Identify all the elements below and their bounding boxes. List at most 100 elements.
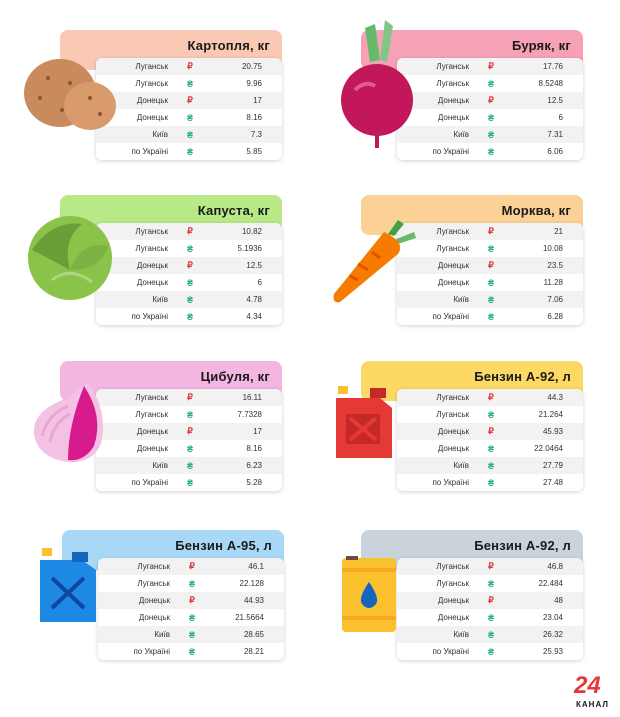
price-value: 28.65 <box>243 630 264 639</box>
oil-barrel-icon <box>342 556 396 632</box>
city-label: Донецьк <box>136 278 168 287</box>
table-row: по Україні ₴ 27.48 <box>397 474 583 491</box>
hryvnia-icon: ₴ <box>487 146 494 157</box>
table-row: Луганськ ₽21 <box>397 223 583 240</box>
card-cabbage: Капуста, кг Луганськ ₽10.82 Луганськ ₴ 5.193… <box>60 195 282 335</box>
hryvnia-icon: ₴ <box>487 612 494 623</box>
city-label: Луганськ <box>436 79 469 88</box>
hryvnia-icon: ₴ <box>188 578 195 589</box>
hryvnia-icon: ₴ <box>487 311 494 322</box>
hryvnia-icon: ₴ <box>487 243 494 254</box>
city-label: Луганськ <box>436 410 469 419</box>
hryvnia-icon: ₴ <box>487 477 494 488</box>
table-row: по Україні ₴ 6.28 <box>397 308 583 325</box>
city-label: Луганськ <box>436 62 469 71</box>
city-label: Київ <box>453 461 469 470</box>
table-row: Луганськ ₴ 21.264 <box>397 406 583 423</box>
card-beet: Буряк, кг Луганськ ₽17.76 Луганськ ₴ 8.5248 Д… <box>361 30 583 170</box>
table-row: Луганськ ₴ 5.1936 <box>96 240 282 257</box>
table-row: Луганськ ₽17.76 <box>397 58 583 75</box>
ruble-icon: ₽ <box>187 61 193 71</box>
city-label: Донецьк <box>138 596 170 605</box>
hryvnia-icon: ₴ <box>186 294 193 305</box>
price-table: Луганськ ₽17.76 Луганськ ₴ 8.5248 Донецьк ₽12.… <box>397 58 583 160</box>
table-row: Київ ₴ 4.78 <box>96 291 282 308</box>
price-value: 17.76 <box>542 62 563 71</box>
table-row: Луганськ ₴ 9.96 <box>96 75 282 92</box>
city-label: Київ <box>453 130 469 139</box>
price-value: 6 <box>257 278 262 287</box>
city-label: Донецьк <box>136 96 168 105</box>
table-row: Луганськ ₴ 7.7328 <box>96 406 282 423</box>
price-value: 21 <box>554 227 563 236</box>
table-row: Донецьк ₽45.93 <box>397 423 583 440</box>
price-value: 26.32 <box>542 630 563 639</box>
table-row: Донецьк ₽17 <box>96 92 282 109</box>
table-row: по Україні ₴ 5.85 <box>96 143 282 160</box>
hryvnia-icon: ₴ <box>186 477 193 488</box>
price-value: 6 <box>558 113 563 122</box>
city-label: Луганськ <box>135 62 168 71</box>
price-value: 11.28 <box>543 278 563 287</box>
city-label: Луганськ <box>135 79 168 88</box>
city-label: Донецьк <box>437 596 469 605</box>
table-row: Київ ₴ 26.32 <box>397 626 583 643</box>
city-label: Донецьк <box>437 96 469 105</box>
price-table: Луганськ ₽16.11 Луганськ ₴ 7.7328 Донецьк ₽17 Д… <box>96 389 282 491</box>
ruble-icon: ₽ <box>187 260 193 270</box>
hryvnia-icon: ₴ <box>186 460 193 471</box>
logo-text: КАНАЛ <box>576 700 609 709</box>
price-value: 22.128 <box>239 579 264 588</box>
price-table: Луганськ ₽46.1 Луганськ ₴ 22.128 Донецьк ₽44.9… <box>98 558 284 660</box>
price-value: 27.48 <box>542 478 563 487</box>
city-label: Київ <box>152 461 168 470</box>
hryvnia-icon: ₴ <box>487 629 494 640</box>
price-value: 8.16 <box>246 113 262 122</box>
city-label: по Україні <box>133 647 170 656</box>
table-row: Луганськ ₴ 10.08 <box>397 240 583 257</box>
fuel-canister-icon <box>336 386 392 458</box>
hryvnia-icon: ₴ <box>186 146 193 157</box>
table-row: Донецьк ₴ 21.5664 <box>98 609 284 626</box>
city-label: Донецьк <box>437 613 469 622</box>
table-row: по Україні ₴ 4.34 <box>96 308 282 325</box>
hryvnia-icon: ₴ <box>487 409 494 420</box>
hryvnia-icon: ₴ <box>186 78 193 89</box>
table-row: Київ ₴ 6.23 <box>96 457 282 474</box>
hryvnia-icon: ₴ <box>188 629 195 640</box>
hryvnia-icon: ₴ <box>487 129 494 140</box>
hryvnia-icon: ₴ <box>487 294 494 305</box>
table-row: по Україні ₴ 5.28 <box>96 474 282 491</box>
city-label: Луганськ <box>135 410 168 419</box>
price-value: 6.28 <box>547 312 563 321</box>
city-label: Донецьк <box>136 261 168 270</box>
price-value: 22.484 <box>538 579 563 588</box>
table-row: Донецьк ₴ 6 <box>397 109 583 126</box>
city-label: Луганськ <box>137 579 170 588</box>
city-label: по Україні <box>432 647 469 656</box>
ruble-icon: ₽ <box>187 226 193 236</box>
price-value: 17 <box>253 427 262 436</box>
card-fuel-a95: Бензин А-95, л Луганськ ₽46.1 Луганськ ₴ 22.… <box>62 530 284 670</box>
hryvnia-icon: ₴ <box>487 460 494 471</box>
hryvnia-icon: ₴ <box>186 311 193 322</box>
city-label: Луганськ <box>436 227 469 236</box>
price-value: 23.04 <box>542 613 563 622</box>
price-value: 4.78 <box>246 295 262 304</box>
price-value: 10.82 <box>241 227 262 236</box>
card-title: Бензин А-92, л <box>474 538 571 553</box>
card-title: Морква, кг <box>501 203 571 218</box>
hryvnia-icon: ₴ <box>487 112 494 123</box>
ruble-icon: ₽ <box>187 426 193 436</box>
table-row: Донецьк ₽48 <box>397 592 583 609</box>
beet-icon <box>341 20 413 148</box>
city-label: Донецьк <box>437 427 469 436</box>
city-label: Луганськ <box>436 562 469 571</box>
table-row: Донецьк ₽23.5 <box>397 257 583 274</box>
price-value: 23.5 <box>547 261 563 270</box>
table-row: Донецьк ₽12.5 <box>397 92 583 109</box>
table-row: Луганськ ₽46.1 <box>98 558 284 575</box>
city-label: Київ <box>453 630 469 639</box>
price-value: 44.93 <box>243 596 264 605</box>
card-title: Капуста, кг <box>197 203 270 218</box>
